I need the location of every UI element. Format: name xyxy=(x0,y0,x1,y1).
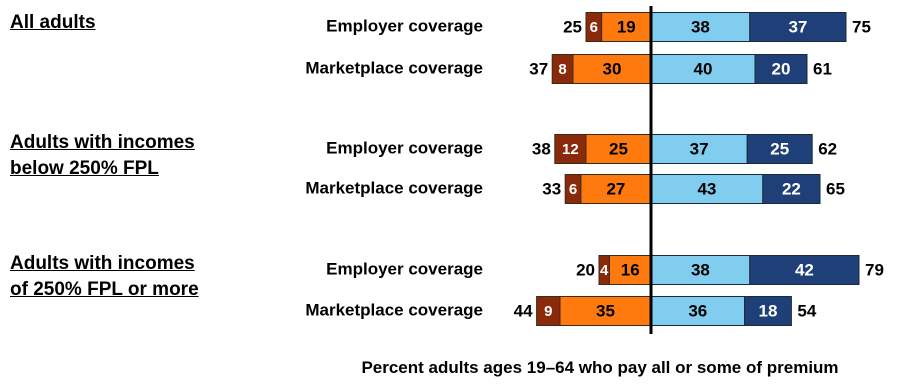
value-label-right-all: 22 xyxy=(782,179,801,198)
total-label-right: 62 xyxy=(818,139,837,158)
value-label-left-all: 6 xyxy=(590,19,598,36)
bar-left-some xyxy=(585,134,652,164)
group-label-line: of 250% FPL or more xyxy=(10,279,199,300)
total-label-left: 33 xyxy=(542,179,561,198)
bar-right-all xyxy=(749,255,860,285)
value-label-right-all: 18 xyxy=(759,301,778,320)
bar-left-some xyxy=(580,174,652,204)
group-label-line: below 250% FPL xyxy=(10,158,159,179)
total-label-left: 38 xyxy=(532,139,551,158)
bar-right-all xyxy=(754,54,808,84)
total-label-right: 61 xyxy=(813,59,832,78)
value-label-left-all: 6 xyxy=(569,181,577,198)
value-label-right-some: 36 xyxy=(688,301,707,320)
bar-right-all xyxy=(744,296,792,326)
row-label: Employer coverage xyxy=(326,138,483,157)
value-label-left-all: 12 xyxy=(562,141,579,158)
total-label-right: 65 xyxy=(826,179,845,198)
value-label-right-all: 25 xyxy=(770,139,789,158)
value-label-left-some: 25 xyxy=(609,139,628,158)
row-label: Employer coverage xyxy=(326,259,483,278)
value-label-right-all: 20 xyxy=(772,59,791,78)
value-label-right-some: 40 xyxy=(694,59,713,78)
bar-right-all xyxy=(749,12,847,42)
value-label-right-some: 38 xyxy=(691,260,710,279)
value-label-left-all: 9 xyxy=(544,303,552,320)
total-label-left: 37 xyxy=(529,59,548,78)
value-label-right-some: 43 xyxy=(697,179,716,198)
value-label-left-all: 4 xyxy=(600,262,609,279)
row-label: Marketplace coverage xyxy=(305,300,483,319)
row-label: Marketplace coverage xyxy=(305,58,483,77)
value-label-left-some: 16 xyxy=(621,260,640,279)
bar-right-all xyxy=(746,134,813,164)
row-label: Marketplace coverage xyxy=(305,178,483,197)
bar-left-all xyxy=(554,134,587,164)
bar-right-some xyxy=(650,296,746,326)
value-label-right-all: 37 xyxy=(788,17,807,36)
total-label-right: 79 xyxy=(865,260,884,279)
value-label-left-some: 30 xyxy=(603,59,622,78)
bar-left-some xyxy=(601,12,652,42)
value-label-left-some: 35 xyxy=(596,301,615,320)
group-label-line: All adults xyxy=(10,12,96,33)
bar-left-all xyxy=(536,296,561,326)
value-label-left-all: 8 xyxy=(558,61,566,78)
bar-left-all xyxy=(551,54,574,84)
bar-left-all xyxy=(585,12,603,42)
row-label: Employer coverage xyxy=(326,16,483,35)
total-label-right: 75 xyxy=(852,17,871,36)
group-label-line: Adults with incomes xyxy=(10,253,195,274)
value-label-left-some: 19 xyxy=(617,17,636,36)
bar-right-all xyxy=(762,174,821,204)
value-label-right-some: 37 xyxy=(690,139,709,158)
x-axis-label: Percent adults ages 19–64 who pay all or… xyxy=(361,358,839,377)
total-label-left: 44 xyxy=(514,301,533,320)
bar-left-all xyxy=(564,174,582,204)
value-label-left-some: 27 xyxy=(606,179,625,198)
value-label-right-all: 42 xyxy=(795,260,814,279)
bar-right-some xyxy=(650,12,751,42)
total-label-right: 54 xyxy=(797,301,816,320)
bar-left-all xyxy=(598,255,610,285)
value-label-right-some: 38 xyxy=(691,17,710,36)
bar-right-some xyxy=(650,255,751,285)
group-label-low-income: Adults with incomes below 250% FPL xyxy=(10,130,195,182)
total-label-left: 25 xyxy=(563,17,582,36)
group-label-all-adults: All adults xyxy=(10,10,96,36)
bar-left-some xyxy=(572,54,652,84)
group-label-high-income: Adults with incomes of 250% FPL or more xyxy=(10,251,199,303)
total-label-left: 20 xyxy=(576,260,595,279)
group-label-line: Adults with incomes xyxy=(10,132,195,153)
